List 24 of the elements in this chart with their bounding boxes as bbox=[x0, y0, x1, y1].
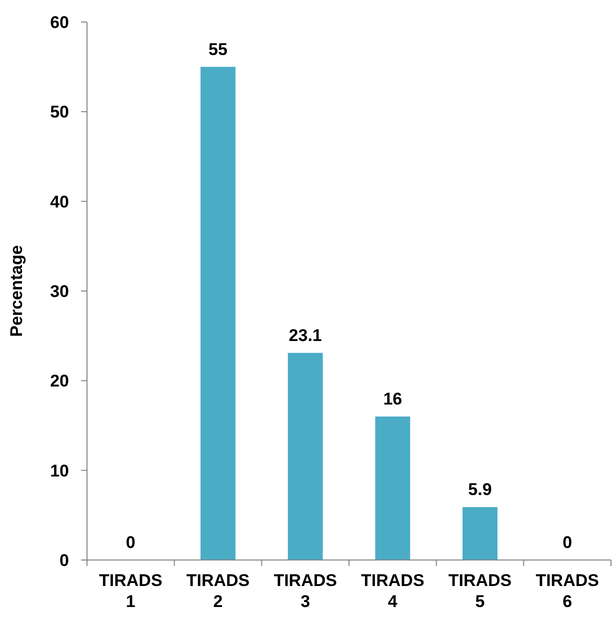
y-tick-label: 0 bbox=[60, 550, 69, 570]
data-label: 23.1 bbox=[288, 326, 322, 345]
x-tick-label: TIRADS 6 bbox=[536, 571, 599, 611]
bar bbox=[462, 507, 498, 560]
bar bbox=[375, 416, 410, 560]
data-label: 0 bbox=[562, 533, 572, 552]
y-tick-label: 40 bbox=[50, 192, 69, 212]
x-tick-label: TIRADS 3 bbox=[274, 571, 337, 611]
data-label: 16 bbox=[383, 390, 402, 409]
x-tick-label: TIRADS 1 bbox=[99, 571, 162, 611]
bar bbox=[288, 352, 323, 560]
x-tick-label: TIRADS 2 bbox=[186, 571, 250, 611]
data-label: 5.9 bbox=[468, 480, 492, 500]
y-tick-label: 50 bbox=[50, 102, 69, 122]
y-tick-label: 60 bbox=[50, 12, 69, 32]
y-axis-title: Percentage bbox=[7, 245, 26, 337]
x-tick-label: TIRADS 5 bbox=[448, 571, 512, 611]
data-label: 55 bbox=[208, 40, 228, 59]
x-tick-label: TIRADS 4 bbox=[361, 571, 424, 611]
bar bbox=[200, 66, 236, 560]
y-tick-label: 30 bbox=[50, 282, 69, 301]
data-label: 0 bbox=[126, 533, 136, 552]
y-tick-label: 10 bbox=[50, 461, 69, 480]
y-tick-label: 20 bbox=[50, 372, 69, 391]
